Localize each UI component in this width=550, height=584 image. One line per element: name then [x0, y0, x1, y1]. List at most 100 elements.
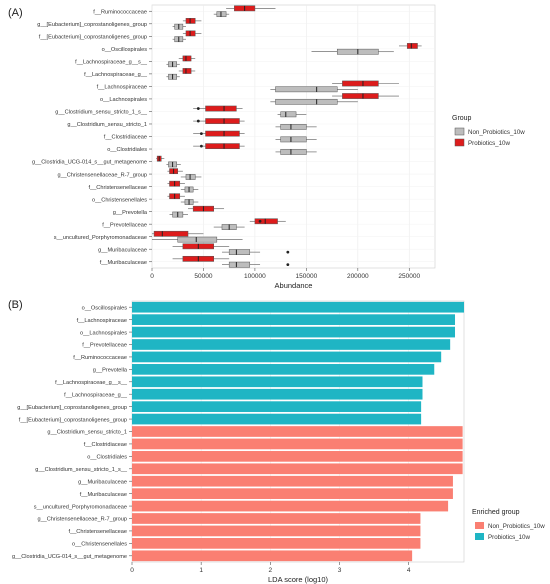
panel-a-tick-label: 250000	[398, 273, 420, 280]
panel-b-category-label: g__Prevotella	[93, 368, 128, 374]
panel-a-tick-label: 150000	[296, 273, 318, 280]
panel-b-category-label: g__Clostridium_sensu_stricto_1_s__	[35, 467, 128, 473]
panel-a-category-label: f__Lachnospiraceae_g__s__	[75, 60, 148, 66]
panel-a-legend-title: Group	[452, 115, 472, 122]
box-iqr	[275, 86, 338, 93]
box-outlier	[258, 219, 262, 223]
panel-b-bar	[132, 376, 423, 388]
panel-b-bar	[132, 438, 463, 450]
panel-a-category-label: f__[Eubacterium]_coprostanoligenes_group	[39, 35, 147, 41]
panel-b-lda-bars: 0 1 2 3 4 LDA score (log10) o__Oscillospirales…	[12, 300, 465, 584]
panel-b-bar	[132, 301, 464, 313]
panel-a-legend-label: Probiotics_10w	[468, 140, 510, 147]
box-iqr	[205, 130, 240, 137]
panel-a-category-label: f__Lachnospiraceae	[97, 85, 147, 91]
panel-b-legend-label: Probiotics_10w	[488, 534, 530, 541]
panel-b-bar	[132, 500, 449, 512]
panel-b-tick-label: 2	[269, 567, 273, 574]
panel-b-category-label: g__Clostridium_sensu_stricto_1	[47, 430, 127, 436]
panel-a-tick-label: 200000	[347, 273, 369, 280]
panel-b-bar	[132, 513, 421, 524]
panel-a-category-label: g__Clostridia_UCG-014_s__gut_metagenome	[32, 160, 147, 166]
panel-b-category-label: g__Muribaculaceae	[78, 479, 127, 485]
panel-a-category-label: f__Muribaculaceae	[100, 260, 147, 266]
panel-a-tick-label: 50000	[194, 273, 212, 280]
panel-b-bar	[132, 413, 422, 425]
box-iqr	[342, 80, 379, 87]
panel-b-bar	[132, 525, 421, 537]
panel-b-category-label: g__Clostridia_UCG-014_s__gut_metagenome	[12, 554, 127, 560]
panel-a-category-label: o__Oscillospirales	[102, 47, 148, 53]
box-iqr	[205, 143, 240, 149]
panel-a-category-label: g__Prevotella	[113, 210, 148, 216]
panel-a-category-label: o__Christensenellales	[92, 197, 147, 203]
panel-b-legend-swatch	[475, 533, 484, 540]
panel-b-bar	[132, 388, 423, 400]
box-iqr	[228, 261, 251, 268]
box-iqr	[182, 55, 192, 62]
panel-b-category-label: f__Muribaculaceae	[80, 492, 127, 498]
box-iqr	[185, 30, 196, 37]
panel-a-category-label: g__Clostridium_sensu_stricto_1_s__	[55, 110, 148, 116]
panel-a-legend: Group Non_Probiotics_10w Probiotics_10w	[452, 115, 525, 147]
box-outlier	[286, 263, 290, 267]
panel-b-category-label: o__Lachnospirales	[80, 330, 127, 336]
panel-b-bar	[132, 538, 421, 549]
box-iqr	[254, 218, 278, 225]
panel-b-category-label: s__uncultured_Porphyromonadaceae	[34, 504, 127, 510]
panel-a-category-label: s__uncultured_Porphyromonadaceae	[54, 235, 147, 241]
panel-b-tick-label: 3	[338, 567, 342, 574]
panel-a-category-label: g__Clostridium_sensu_stricto_1	[67, 122, 147, 128]
panel-a-tick-label: 100000	[244, 273, 266, 280]
panel-b-category-label: g__[Eubacterium]_coprostanoligenes_group	[17, 405, 127, 411]
panel-b-legend-title: Enriched group	[472, 509, 520, 516]
panel-a-category-label: f__Lachnospiraceae_g__	[84, 72, 148, 78]
box-iqr	[185, 174, 196, 180]
panel-b-category-label: f__Clostridiaceae	[84, 442, 127, 448]
box-iqr	[280, 149, 307, 155]
panel-b-tick-label: 4	[407, 567, 411, 574]
panel-a-category-label: f__Clostridiaceae	[104, 135, 147, 141]
panel-a-tick-label: 0	[150, 273, 154, 280]
panel-b-bar	[132, 364, 435, 375]
box-iqr	[342, 93, 379, 99]
panel-b-tick-label: 0	[130, 567, 134, 574]
panel-a-legend-label: Non_Probiotics_10w	[468, 129, 525, 136]
panel-b-category-label: f__Prevotellaceae	[82, 343, 127, 349]
panel-b-legend-swatch	[475, 522, 484, 529]
box-outlier	[286, 250, 290, 254]
panel-a-category-label: f__Prevotellaceae	[102, 222, 147, 228]
panel-b-bar	[132, 451, 463, 462]
panel-b-category-label: f__Ruminococcaceae	[73, 355, 127, 361]
box-iqr	[406, 43, 418, 49]
panel-a-category-label: g__Muribaculaceae	[98, 247, 147, 253]
panel-b-bar	[132, 339, 451, 350]
panel-b-category-label: f__Lachnospiraceae_g__s__	[55, 380, 128, 386]
box-outlier	[199, 132, 203, 136]
box-iqr	[153, 230, 189, 237]
box-iqr	[228, 249, 251, 255]
panel-b-category-label: o__Christensenellales	[72, 542, 127, 548]
box-iqr	[216, 11, 227, 18]
panel-a-category-label: g__[Eubacterium]_coprostanoligenes_group	[37, 22, 147, 28]
panel-b-legend-label: Non_Probiotics_10w	[488, 523, 545, 530]
panel-b-category-label: f__[Eubacterium]_coprostanoligenes_group	[19, 417, 127, 423]
panel-a-legend-swatch	[454, 127, 465, 136]
panel-b-x-axis-title: LDA score (log10)	[268, 575, 329, 584]
box-iqr	[205, 118, 240, 124]
panel-a-category-label: o__Lachnospirales	[100, 97, 147, 103]
panel-b-category-label: f__Lachnospiraceae_g__	[64, 392, 128, 398]
panel-b-category-label: o__Oscillospirales	[82, 305, 128, 311]
panel-a-x-axis-title: Abundance	[275, 281, 313, 290]
panel-a-category-label: o__Clostridiales	[107, 147, 147, 153]
panel-a-legend-swatch	[454, 138, 465, 147]
panel-b-bar	[132, 463, 463, 475]
panel-b-bar	[132, 475, 453, 487]
panel-a-label: (A)	[8, 7, 23, 19]
panel-b-bar	[132, 550, 413, 562]
panel-b-legend: Enriched group Non_Probiotics_10w Probioti…	[472, 509, 545, 541]
panel-b-bar	[132, 426, 463, 437]
panel-b-category-label: f__Christensenellaceae	[69, 529, 127, 535]
box-iqr	[280, 124, 307, 130]
